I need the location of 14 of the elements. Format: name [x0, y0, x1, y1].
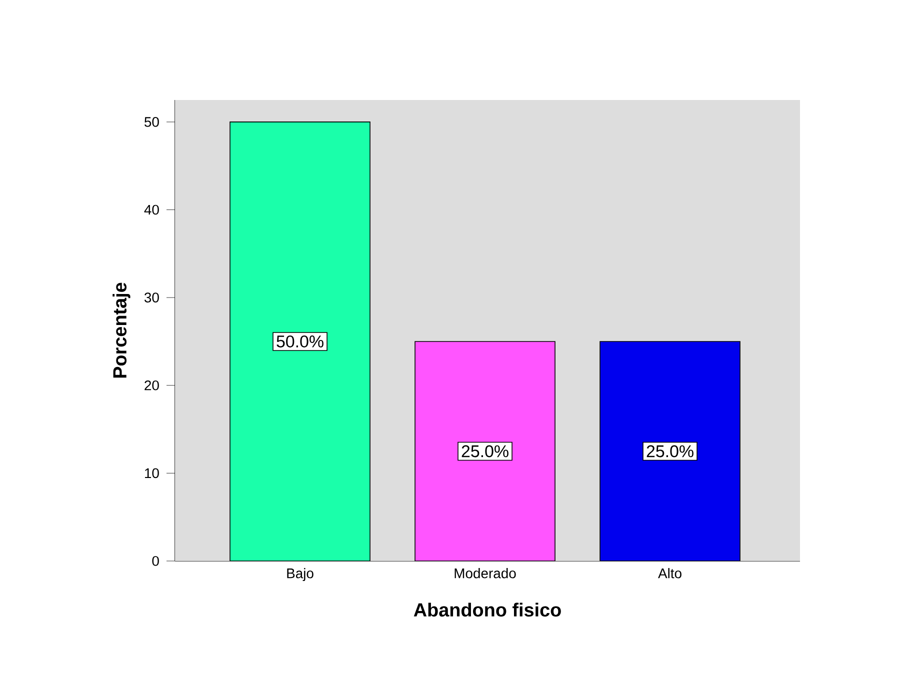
x-axis-title: Abandono fisico — [414, 602, 561, 617]
data-label: 25.0% — [646, 445, 694, 458]
y-tick-label: 20 — [144, 380, 159, 390]
y-tick-label: 0 — [152, 556, 159, 566]
y-tick-label: 10 — [145, 468, 159, 478]
y-axis-title: Porcentaje — [112, 282, 130, 378]
y-tick-label: 30 — [144, 292, 159, 302]
x-tick-label: Moderado — [454, 568, 516, 578]
x-tick-label: Bajo — [287, 568, 314, 582]
y-tick-label: 40 — [144, 204, 159, 215]
y-tick-label: 50 — [144, 117, 159, 127]
x-tick-label: Alto — [658, 568, 682, 578]
data-label: 50.0% — [276, 335, 324, 348]
data-label: 25.0% — [462, 445, 508, 458]
